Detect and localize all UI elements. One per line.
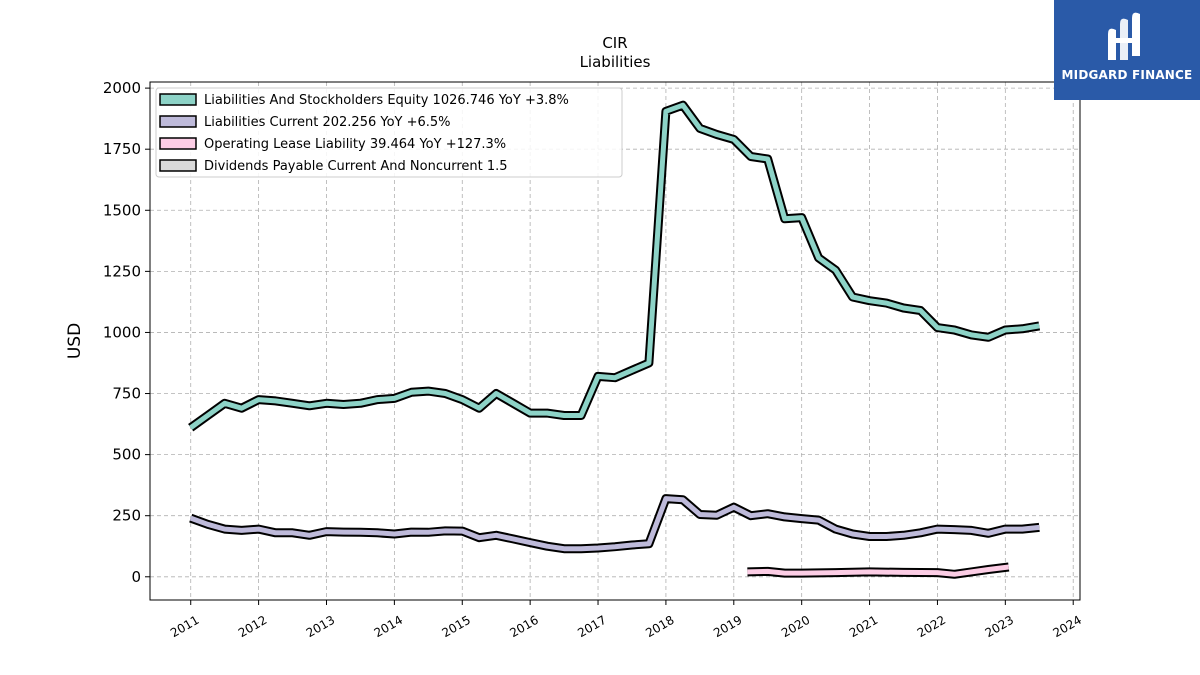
plot-frame <box>149 81 1081 601</box>
brand-logo: MIDGARD FINANCE <box>1054 0 1200 100</box>
x-tick-label: 2019 <box>711 613 744 640</box>
y-tick-label: 1000 <box>103 323 141 341</box>
x-tick-label: 2016 <box>507 613 540 640</box>
x-tick-label: 2011 <box>168 613 201 640</box>
x-tick-label: 2015 <box>440 613 473 640</box>
legend: Liabilities And Stockholders Equity 1026… <box>155 87 623 178</box>
y-tick-label: 500 <box>112 446 141 464</box>
x-tick-label: 2021 <box>847 613 880 640</box>
legend-entry: Liabilities And Stockholders Equity 1026… <box>204 93 569 108</box>
legend-entry: Liabilities Current 202.256 YoY +6.5% <box>204 115 451 130</box>
chart-subtitle: Liabilities <box>580 53 651 71</box>
legend-frame <box>155 87 623 178</box>
x-tick-label: 2023 <box>983 613 1016 640</box>
x-tick-label: 2017 <box>575 613 608 640</box>
series-line <box>747 564 1010 577</box>
x-tick-label: 2013 <box>304 613 337 640</box>
legend-entry: Dividends Payable Current And Noncurrent… <box>204 159 508 174</box>
series-line <box>189 102 1040 430</box>
y-tick-label: 1250 <box>103 262 141 280</box>
logo-text: MIDGARD FINANCE <box>1061 68 1193 82</box>
x-tick-label: 2012 <box>236 613 269 640</box>
x-tick-label: 2018 <box>643 613 676 640</box>
y-tick-label: 2000 <box>103 79 141 97</box>
legend-swatch <box>159 159 197 172</box>
y-tick-label: 250 <box>112 507 141 525</box>
x-tick-label: 2020 <box>779 613 812 640</box>
chart-title: CIR <box>602 34 627 52</box>
series-line <box>189 496 1040 552</box>
y-tick-label: 750 <box>112 385 141 403</box>
legend-swatch <box>159 93 197 106</box>
series-outline <box>189 494 1040 554</box>
x-tick-label: 2022 <box>915 613 948 640</box>
legend-swatch <box>159 115 197 128</box>
logo-mark-icon <box>1108 12 1140 61</box>
legend-swatch <box>159 137 197 150</box>
legend-entry: Operating Lease Liability 39.464 YoY +12… <box>204 137 506 152</box>
y-tick-label: 1750 <box>103 140 141 158</box>
x-tick-label: 2024 <box>1050 613 1083 640</box>
series-layer <box>188 100 1041 579</box>
x-tick-label: 2014 <box>372 613 405 640</box>
y-tick-label: 1500 <box>103 201 141 219</box>
y-tick-label: 0 <box>131 568 141 586</box>
y-axis-label: USD <box>65 323 85 359</box>
